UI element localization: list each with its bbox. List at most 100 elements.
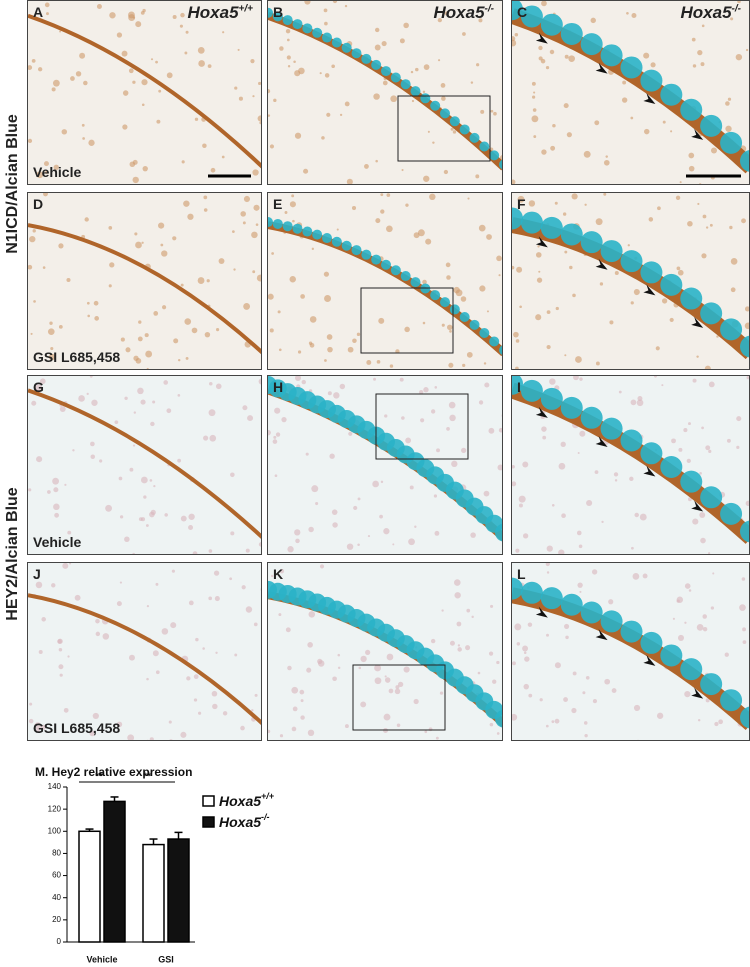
alveolar-cell bbox=[657, 206, 661, 211]
epithelium bbox=[28, 388, 261, 539]
alveolar-cell bbox=[119, 515, 124, 519]
alveolar-cell bbox=[662, 120, 666, 124]
alveolar-cell bbox=[184, 51, 188, 55]
goblet-cell bbox=[600, 44, 623, 67]
alveolar-cell bbox=[188, 513, 195, 520]
alveolar-cell bbox=[708, 552, 711, 554]
alveolar-cell bbox=[63, 707, 69, 713]
alveolar-cell bbox=[484, 382, 490, 388]
alveolar-cell bbox=[54, 512, 60, 518]
alveolar-cell bbox=[257, 115, 261, 122]
alveolar-cell bbox=[430, 409, 436, 414]
alveolar-cell bbox=[401, 416, 405, 420]
alveolar-cell bbox=[256, 274, 261, 282]
alveolar-cell bbox=[419, 390, 424, 395]
alveolar-cell bbox=[565, 635, 569, 640]
alveolar-cell bbox=[613, 472, 619, 477]
arrowhead bbox=[595, 258, 608, 270]
alveolar-cell bbox=[676, 266, 681, 271]
alveolar-cell bbox=[497, 464, 502, 471]
alveolar-cell bbox=[326, 334, 333, 340]
alveolar-cell bbox=[409, 485, 414, 490]
alveolar-cell bbox=[445, 262, 451, 268]
alveolar-cell bbox=[116, 601, 122, 607]
alveolar-cell bbox=[378, 317, 385, 324]
alveolar-cell bbox=[413, 698, 419, 705]
alveolar-cell bbox=[564, 54, 569, 59]
alveolar-cell bbox=[631, 546, 634, 550]
alveolar-cell bbox=[633, 704, 641, 712]
alveolar-cell bbox=[603, 193, 607, 196]
alveolar-cell bbox=[141, 103, 145, 107]
alveolar-cell bbox=[404, 326, 410, 333]
alveolar-cell bbox=[155, 670, 160, 675]
goblet-cell bbox=[540, 216, 563, 239]
arrowhead bbox=[535, 606, 548, 618]
micrograph-panel: K bbox=[267, 562, 503, 741]
alveolar-cell bbox=[36, 456, 43, 463]
alveolar-cell bbox=[194, 117, 199, 121]
alveolar-cell bbox=[177, 458, 182, 463]
goblet-cell bbox=[479, 141, 490, 152]
alveolar-cell bbox=[396, 723, 401, 728]
alveolar-cell bbox=[337, 653, 341, 657]
alveolar-cell bbox=[572, 293, 576, 298]
alveolar-cell bbox=[466, 351, 473, 358]
alveolar-cell bbox=[252, 169, 259, 176]
significance-mark: ** bbox=[95, 772, 103, 783]
alveolar-cell bbox=[630, 301, 634, 305]
alveolar-cell bbox=[739, 604, 746, 611]
alveolar-cell bbox=[437, 59, 441, 62]
alveolar-cell bbox=[36, 728, 40, 732]
alveolar-cell bbox=[498, 427, 502, 433]
alveolar-cell bbox=[696, 355, 699, 358]
alveolar-cell bbox=[47, 490, 51, 494]
alveolar-cell bbox=[376, 359, 381, 364]
arrowhead bbox=[595, 62, 608, 74]
alveolar-cell bbox=[75, 71, 82, 77]
micrograph-panel: B Hoxa5-/- bbox=[267, 0, 503, 185]
alveolar-cell bbox=[45, 170, 49, 174]
alveolar-cell bbox=[99, 459, 103, 463]
alveolar-cell bbox=[352, 338, 357, 344]
panel-letter: H bbox=[273, 379, 284, 395]
goblet-cell bbox=[479, 327, 490, 338]
alveolar-cell bbox=[671, 438, 676, 444]
alveolar-cell bbox=[311, 485, 319, 493]
alveolar-cell bbox=[522, 461, 529, 468]
panel-letter: B bbox=[273, 4, 284, 20]
alveolar-cell bbox=[274, 474, 278, 478]
micrograph-image bbox=[512, 1, 749, 184]
alveolar-cell bbox=[741, 577, 746, 581]
alveolar-cell bbox=[293, 60, 296, 63]
alveolar-cell bbox=[187, 213, 194, 220]
alveolar-cell bbox=[254, 693, 258, 697]
alveolar-cell bbox=[564, 354, 567, 357]
alveolar-cell bbox=[327, 346, 333, 353]
alveolar-cell bbox=[390, 95, 398, 103]
alveolar-cell bbox=[434, 386, 438, 389]
alveolar-cell bbox=[414, 525, 417, 528]
alveolar-cell bbox=[702, 214, 707, 219]
alveolar-cell bbox=[324, 295, 332, 302]
alveolar-cell bbox=[300, 715, 305, 720]
alveolar-cell bbox=[514, 623, 522, 631]
alveolar-cell bbox=[454, 579, 461, 586]
alveolar-cell bbox=[661, 384, 664, 387]
alveolar-cell bbox=[207, 64, 212, 68]
alveolar-cell bbox=[744, 306, 749, 312]
alveolar-cell bbox=[699, 472, 702, 475]
alveolar-cell bbox=[578, 544, 583, 549]
y-tick-label: 140 bbox=[48, 782, 62, 791]
alveolar-cell bbox=[632, 573, 640, 580]
alveolar-cell bbox=[171, 569, 175, 573]
alveolar-cell bbox=[586, 499, 593, 507]
alveolar-cell bbox=[516, 642, 521, 646]
alveolar-cell bbox=[53, 487, 59, 493]
alveolar-cell bbox=[582, 691, 586, 695]
alveolar-cell bbox=[535, 252, 542, 258]
alveolar-cell bbox=[52, 477, 60, 485]
alveolar-cell bbox=[90, 454, 96, 460]
alveolar-cell bbox=[192, 551, 198, 554]
alveolar-cell bbox=[309, 343, 315, 348]
